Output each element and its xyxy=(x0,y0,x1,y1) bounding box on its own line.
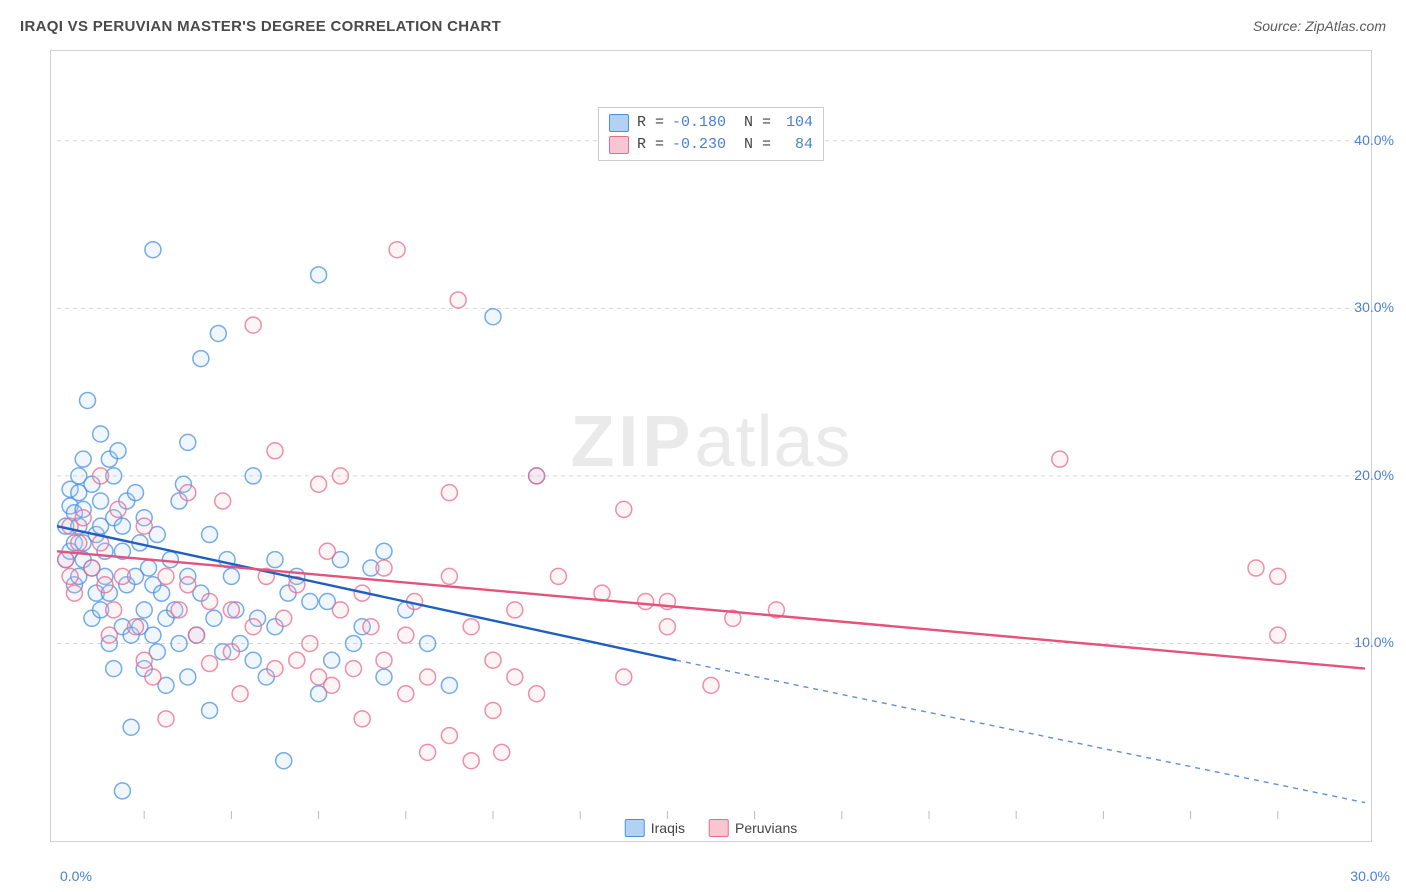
legend-item: Iraqis xyxy=(625,819,685,837)
stats-row: R = -0.180 N = 104 xyxy=(609,112,813,134)
r-label: R = xyxy=(637,134,664,156)
correlation-stats-legend: R = -0.180 N = 104 R = -0.230 N = 84 xyxy=(598,107,824,161)
legend-swatch xyxy=(609,114,629,132)
n-label: N = xyxy=(744,112,771,134)
scatter-plot-svg xyxy=(51,51,1371,841)
series-legend: Iraqis Peruvians xyxy=(625,819,798,837)
legend-swatch xyxy=(609,136,629,154)
n-value: 84 xyxy=(779,134,813,156)
n-value: 104 xyxy=(779,112,813,134)
source-prefix: Source: xyxy=(1253,18,1305,34)
stats-row: R = -0.230 N = 84 xyxy=(609,134,813,156)
x-axis-min-label: 0.0% xyxy=(60,868,92,884)
source-attribution: Source: ZipAtlas.com xyxy=(1253,18,1386,34)
x-axis-max-label: 30.0% xyxy=(1350,868,1390,884)
n-label: N = xyxy=(744,134,771,156)
legend-swatch xyxy=(709,819,729,837)
legend-label: Iraqis xyxy=(651,820,685,836)
legend-item: Peruvians xyxy=(709,819,797,837)
r-label: R = xyxy=(637,112,664,134)
plot-area: ZIPatlas R =-0.180N =104R =-0.230N =84 I… xyxy=(50,50,1372,842)
chart-title: IRAQI VS PERUVIAN MASTER'S DEGREE CORREL… xyxy=(20,18,501,35)
r-value: -0.230 xyxy=(672,134,726,156)
x-axis-labels: 0.0% 30.0% xyxy=(60,868,1390,886)
r-value: -0.180 xyxy=(672,112,726,134)
legend-swatch xyxy=(625,819,645,837)
legend-label: Peruvians xyxy=(735,820,797,836)
source-name: ZipAtlas.com xyxy=(1305,18,1386,34)
